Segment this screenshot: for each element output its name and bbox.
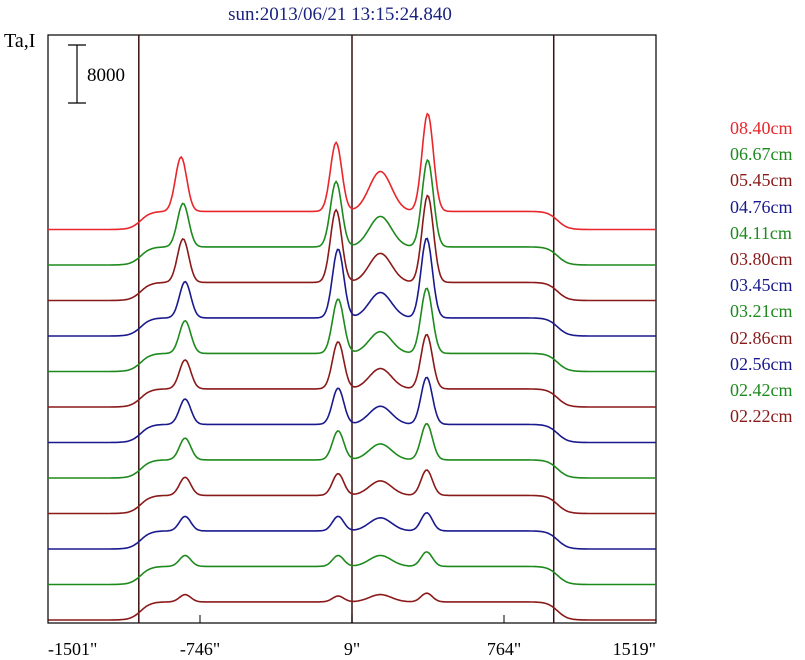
- trace-03.45cm: [48, 376, 656, 444]
- trace-05.45cm: [48, 194, 656, 302]
- trace-03.80cm: [48, 333, 656, 408]
- x-tick-label: -746": [180, 639, 220, 659]
- legend-item: 06.67cm: [730, 144, 793, 165]
- scale-bar-label: 8000: [87, 65, 125, 86]
- trace-02.42cm: [48, 551, 656, 586]
- legend-item: 02.86cm: [730, 327, 793, 348]
- scale-bar: 8000: [68, 44, 125, 104]
- trace-02.56cm: [48, 511, 656, 550]
- trace-03.21cm: [48, 422, 656, 479]
- legend-item: 03.80cm: [730, 249, 793, 269]
- trace-06.67cm: [48, 158, 656, 266]
- legend-item: 05.45cm: [730, 170, 793, 191]
- legend-item: 04.11cm: [730, 222, 792, 243]
- legend-item: 03.45cm: [730, 275, 793, 296]
- trace-02.22cm: [48, 592, 656, 621]
- legend-item: 04.76cm: [730, 196, 793, 217]
- vertical-marker-lines: [138, 35, 555, 623]
- x-tick-label: 1519": [613, 639, 656, 659]
- legend-item: 02.22cm: [730, 406, 793, 427]
- spectra-traces: [48, 112, 656, 621]
- trace-02.86cm: [48, 469, 656, 515]
- trace-04.76cm: [48, 237, 656, 337]
- trace-08.40cm: [48, 112, 656, 231]
- legend-item: 02.42cm: [730, 380, 793, 400]
- x-tick-label: -1501": [48, 639, 97, 659]
- x-tick-label: 9": [344, 639, 360, 659]
- trace-04.11cm: [48, 287, 656, 373]
- x-axis-ticks: -1501" -746" 9" 764" 1519": [47, 615, 657, 659]
- y-axis-label: Ta,I: [4, 30, 36, 52]
- legend-item: 03.21cm: [730, 301, 793, 322]
- legend-item: 02.56cm: [730, 353, 793, 374]
- chart-title: sun:2013/06/21 13:15:24.840: [228, 4, 452, 25]
- x-tick-label: 764": [487, 639, 521, 659]
- legend-item: 08.40cm: [730, 118, 793, 138]
